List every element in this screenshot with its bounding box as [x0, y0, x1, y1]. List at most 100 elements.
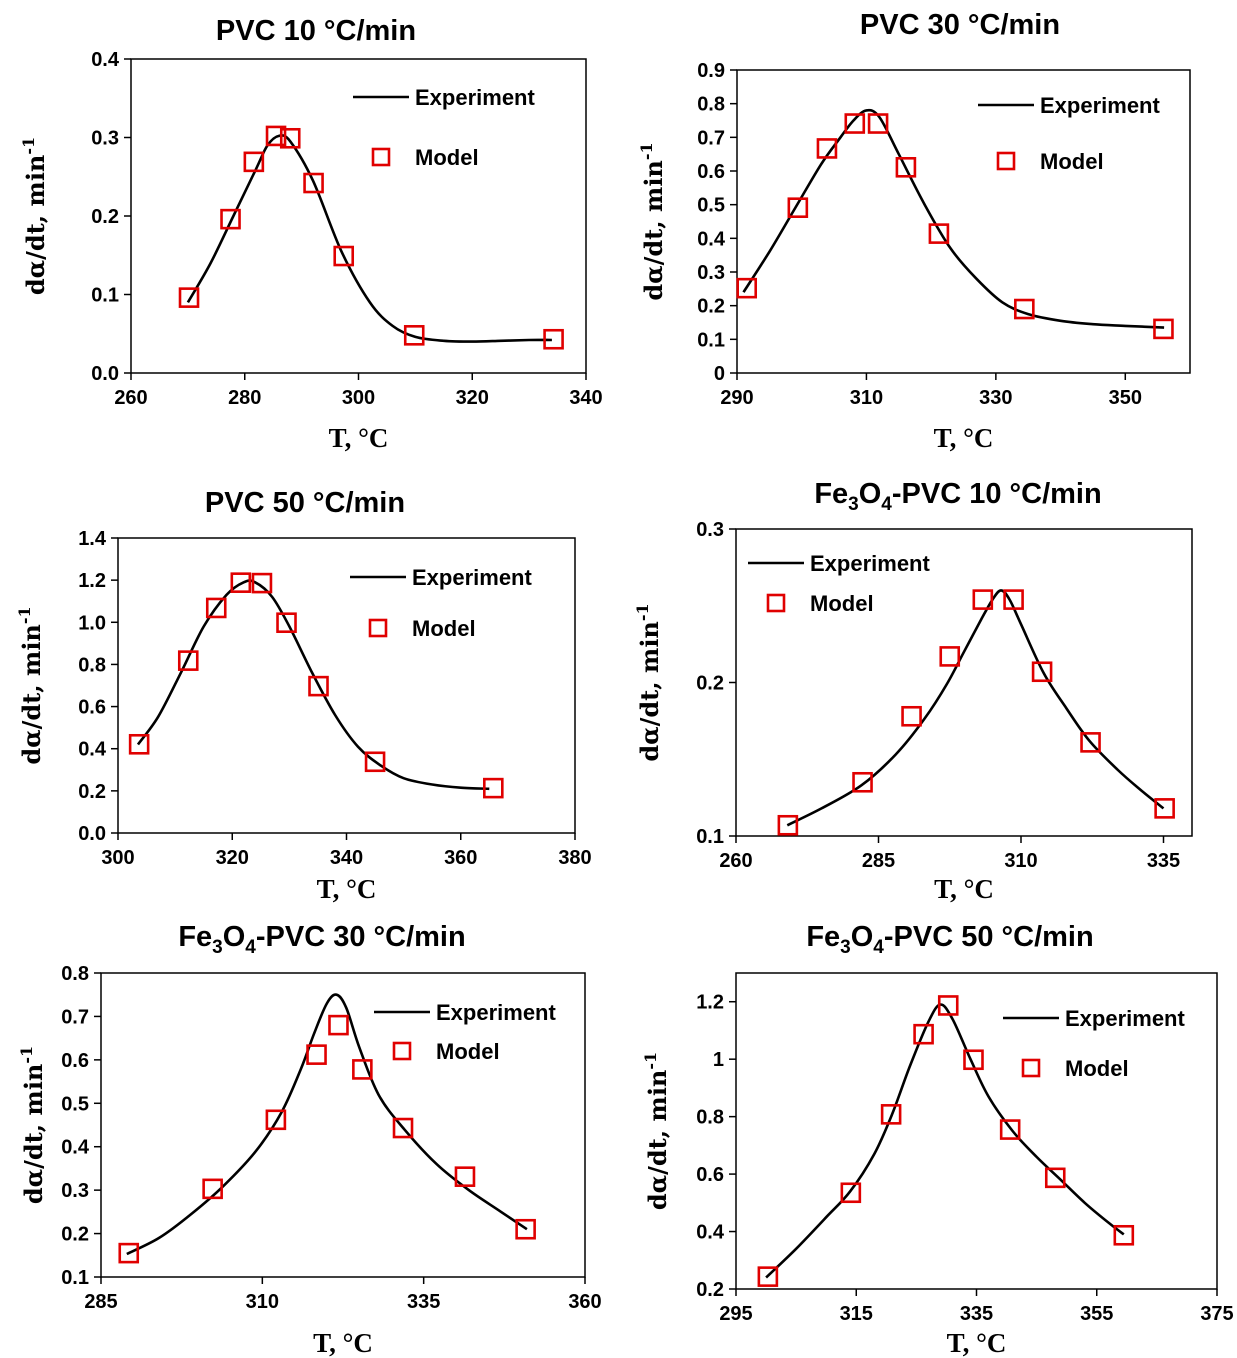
- chart-panel-5: Fe3O4-PVC 30 °C/min 285 310 335 360 0.1 0.2 0.3…: [17, 921, 602, 1358]
- x-tick-label: 280: [228, 387, 261, 409]
- x-tick-label: 375: [1200, 1303, 1233, 1325]
- x-tick-label: 285: [862, 850, 895, 872]
- experiment-line: [186, 134, 552, 343]
- plot-area-frame: [735, 528, 1193, 837]
- model-point: [937, 995, 959, 1016]
- legend-experiment-label: Experiment: [1040, 93, 1160, 118]
- model-point: [220, 208, 241, 230]
- chart-panel-4: Fe3O4-PVC 10 °C/min 260 285 310 335 0.1 0.2 0.3…: [633, 478, 1193, 904]
- y-tick-label: 0.0: [91, 363, 119, 385]
- experiment-line: [765, 1003, 1125, 1279]
- model-point: [392, 1117, 414, 1139]
- y-tick-label: 0.8: [78, 654, 106, 676]
- y-tick-label: 0.2: [696, 1279, 724, 1301]
- model-point: [963, 1049, 984, 1071]
- legend-model-marker: [766, 593, 786, 613]
- y-tick-label: 0.1: [697, 329, 725, 351]
- y-tick-label: 0.8: [697, 94, 725, 116]
- legend-model-marker: [996, 151, 1016, 171]
- x-tick-label: 360: [568, 1291, 601, 1313]
- x-tick-label: 330: [979, 387, 1012, 409]
- x-tick-label: 380: [558, 847, 591, 869]
- chart-panel-1: PVC 10 °C/min 260 280 300 320 340 0.0 0.1 0.2 0.3…: [19, 15, 603, 453]
- x-tick-label: 350: [1109, 387, 1142, 409]
- y-tick-label: 0.0: [78, 823, 106, 845]
- model-point: [1080, 732, 1101, 753]
- x-tick-label: 335: [1147, 850, 1180, 872]
- y-tick-label: 0.2: [91, 206, 119, 228]
- x-axis-label: T, °C: [934, 423, 994, 453]
- model-point: [999, 1119, 1021, 1140]
- y-tick-label: 0.5: [61, 1093, 89, 1115]
- chart-title: PVC 30 °C/min: [860, 9, 1060, 41]
- x-tick-label: 320: [216, 847, 249, 869]
- y-tick-label: 1.0: [78, 612, 106, 634]
- experiment-line: [786, 589, 1165, 827]
- plot-area-frame: [100, 972, 586, 1278]
- model-point: [403, 325, 425, 346]
- chart-panel-3: PVC 50 °C/min 300 320 340 360 380 0.0 0.2 0.4 0.6…: [15, 487, 592, 904]
- x-tick-label: 310: [246, 1291, 279, 1313]
- legend-model-label: Model: [1065, 1056, 1129, 1081]
- model-point: [852, 771, 873, 793]
- x-tick-label: 335: [407, 1291, 440, 1313]
- y-tick-label: 0.8: [61, 963, 89, 985]
- chart-title: Fe3O4-PVC 10 °C/min: [814, 478, 1101, 515]
- x-axis-label: T, °C: [313, 1328, 373, 1358]
- y-tick-label: 1: [713, 1049, 724, 1071]
- x-tick-label: 310: [1004, 850, 1037, 872]
- chart-title: Fe3O4-PVC 30 °C/min: [178, 921, 465, 958]
- legend-experiment-label: Experiment: [1065, 1006, 1185, 1031]
- model-point: [118, 1242, 140, 1264]
- model-point: [928, 223, 950, 244]
- legend-model-label: Model: [1040, 149, 1104, 174]
- x-tick-label: 295: [719, 1303, 752, 1325]
- y-tick-label: 0.2: [696, 673, 724, 695]
- model-point: [1014, 298, 1035, 320]
- model-point: [333, 245, 355, 267]
- y-tick-label: 0.1: [91, 285, 119, 307]
- experiment-line: [126, 993, 528, 1256]
- x-tick-label: 340: [569, 387, 602, 409]
- x-tick-label: 260: [114, 387, 147, 409]
- legend-model-label: Model: [436, 1039, 500, 1064]
- model-point: [251, 572, 273, 594]
- y-tick-label: 0.7: [697, 127, 725, 149]
- model-point: [867, 113, 889, 134]
- y-tick-label: 0.4: [696, 1222, 725, 1244]
- legend-model-label: Model: [412, 616, 476, 641]
- x-tick-label: 340: [330, 847, 363, 869]
- y-axis-label: dα/dt, min-1: [17, 1046, 48, 1204]
- y-tick-label: 0.5: [697, 195, 725, 217]
- model-point: [483, 777, 504, 799]
- legend-model-marker: [368, 618, 388, 638]
- y-tick-label: 0: [714, 363, 725, 385]
- y-tick-label: 1.2: [696, 992, 724, 1014]
- y-tick-label: 0.2: [697, 296, 725, 318]
- experiment-line: [136, 579, 490, 791]
- legend-experiment-label: Experiment: [436, 1000, 556, 1025]
- y-tick-label: 0.6: [61, 1050, 89, 1072]
- x-axis-label: T, °C: [329, 423, 389, 453]
- model-point: [265, 125, 287, 147]
- x-tick-label: 360: [444, 847, 477, 869]
- model-point: [205, 597, 227, 619]
- plot-area-frame: [736, 69, 1191, 374]
- chart-title: Fe3O4-PVC 50 °C/min: [806, 921, 1093, 958]
- x-tick-label: 355: [1080, 1303, 1113, 1325]
- y-tick-label: 0.2: [78, 781, 106, 803]
- model-point: [128, 733, 150, 755]
- model-point: [454, 1166, 476, 1187]
- model-point: [1153, 318, 1174, 340]
- y-axis-label: dα/dt, min-1: [15, 606, 46, 764]
- model-point: [736, 277, 758, 299]
- model-point: [352, 1059, 373, 1080]
- x-tick-label: 310: [850, 387, 883, 409]
- model-point: [243, 151, 265, 173]
- model-point: [364, 751, 386, 773]
- model-point: [515, 1218, 536, 1240]
- x-tick-label: 315: [840, 1303, 873, 1325]
- model-point: [202, 1178, 223, 1200]
- legend-model-label: Model: [415, 145, 479, 170]
